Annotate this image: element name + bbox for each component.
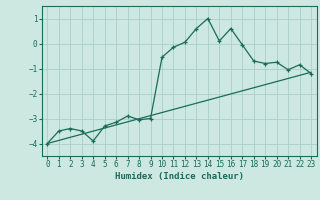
X-axis label: Humidex (Indice chaleur): Humidex (Indice chaleur) (115, 172, 244, 181)
